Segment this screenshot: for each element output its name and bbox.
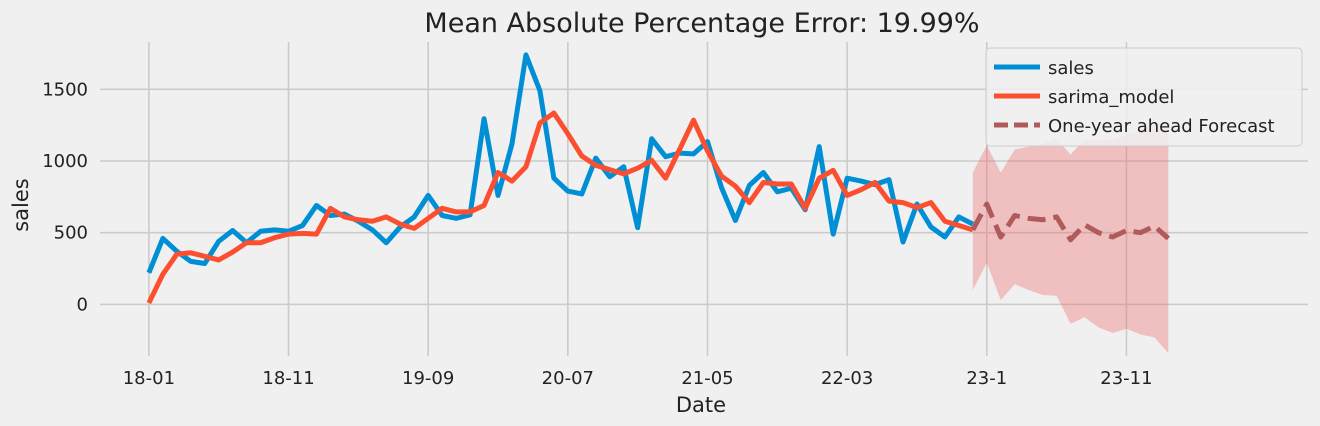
legend-label: sarima_model [1048, 87, 1174, 108]
x-axis-label: Date [676, 393, 726, 417]
y-ticks: 0 500 1000 1500 [42, 79, 88, 315]
chart-title: Mean Absolute Percentage Error: 19.99% [424, 8, 979, 39]
y-tick-label: 500 [54, 223, 88, 244]
legend: sales sarima_model One-year ahead Forecast [985, 47, 1303, 147]
x-tick-label: 22-03 [821, 368, 873, 389]
y-axis-label: sales [9, 178, 33, 232]
x-tick-label: 23-1 [966, 368, 1007, 389]
legend-box [985, 47, 1303, 147]
legend-label: sales [1048, 58, 1094, 79]
grid [100, 42, 1308, 356]
series-lines [146, 52, 1170, 305]
x-tick-label: 19-09 [402, 368, 454, 389]
series-line-one-year-ahead-forecast [970, 201, 1170, 243]
x-ticks: 18-01 18-11 19-09 20-07 21-05 22-03 23-1 23-11 [123, 368, 1153, 389]
y-tick-label: 1500 [42, 79, 88, 100]
x-tick-label: 20-07 [542, 368, 594, 389]
series-line-sarima-model [146, 110, 974, 305]
series-line-sales [146, 52, 974, 274]
legend-label: One-year ahead Forecast [1048, 116, 1275, 137]
y-tick-label: 1000 [42, 151, 88, 172]
x-tick-label: 18-01 [123, 368, 175, 389]
x-tick-label: 21-05 [681, 368, 733, 389]
x-tick-label: 18-11 [262, 368, 314, 389]
y-tick-label: 0 [77, 294, 88, 315]
x-tick-label: 23-11 [1100, 368, 1152, 389]
